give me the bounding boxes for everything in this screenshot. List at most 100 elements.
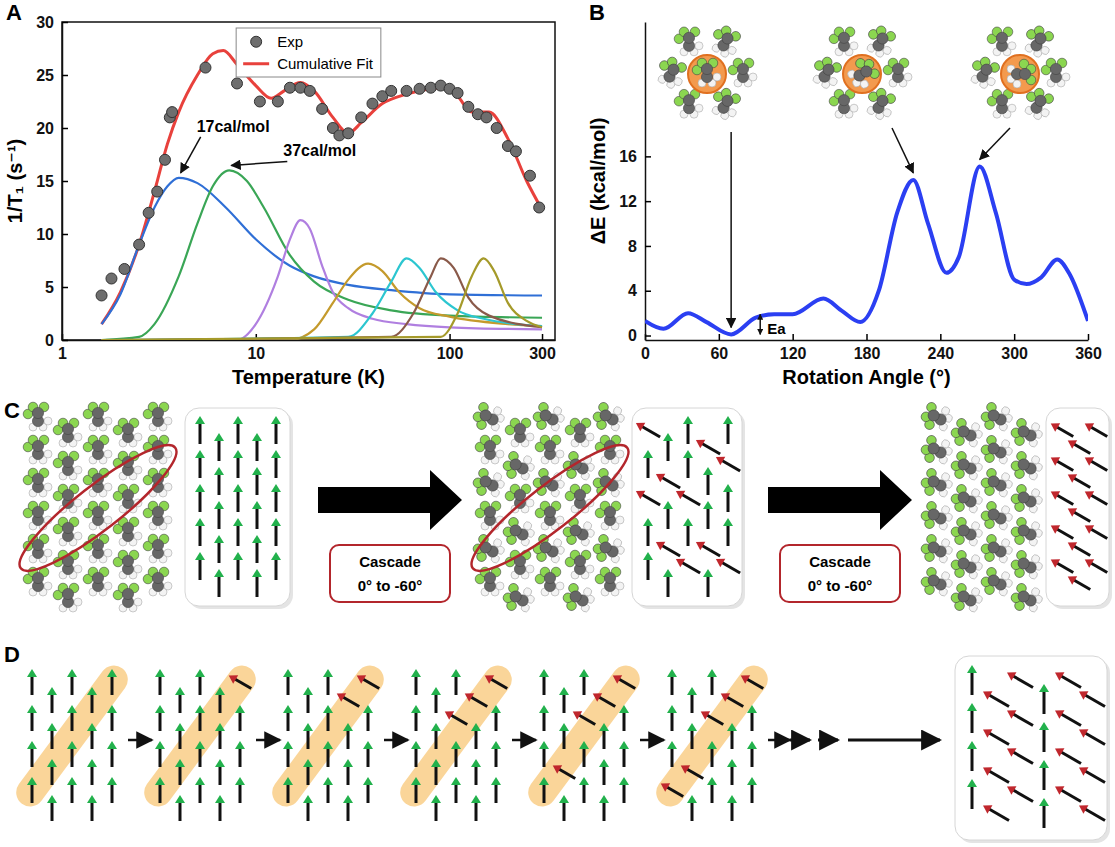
spin-arrow: [663, 433, 673, 461]
spin-head: [107, 669, 117, 677]
spin-head: [698, 707, 710, 720]
axis: 051015202530: [36, 14, 68, 349]
spin-shaft: [343, 697, 359, 707]
spin-arrow: [1082, 419, 1110, 441]
spin-arrow: [678, 761, 706, 783]
tick-mark: [449, 334, 451, 340]
spin-shaft: [239, 712, 242, 731]
spin-shaft: [218, 576, 221, 597]
molecule: [947, 579, 986, 618]
molecule: [917, 398, 956, 437]
tick-mark: [1014, 334, 1016, 340]
spin-arrow: [713, 555, 742, 578]
spin-head: [723, 416, 733, 424]
spin-shaft: [111, 784, 114, 803]
atom: [598, 408, 613, 423]
atom: [574, 555, 585, 566]
spin-arrow: [1077, 687, 1108, 711]
spin-head: [610, 671, 622, 684]
spin-head: [667, 669, 677, 677]
molecule: [143, 402, 172, 431]
molecule: [674, 27, 703, 56]
spin-shaft: [91, 694, 94, 713]
spin-head: [707, 669, 717, 677]
molecule: [728, 58, 757, 87]
spin-arrow: [334, 689, 362, 711]
spin-arrow: [673, 555, 702, 578]
spin-shaft: [1061, 714, 1081, 726]
tick: 8: [628, 238, 651, 255]
spin-head: [579, 777, 589, 785]
spin-arrow: [967, 779, 977, 809]
atom: [104, 582, 112, 590]
atom: [850, 104, 858, 112]
spin-head: [195, 450, 205, 458]
spin-shaft: [111, 676, 114, 695]
molecule: [947, 546, 986, 585]
spin-arrow: [707, 669, 717, 695]
crystal-cluster: [469, 398, 628, 618]
spin-arrow: [707, 741, 717, 767]
spin-arrow: [693, 436, 722, 459]
spin-arrow: [215, 723, 225, 749]
atom: [956, 424, 971, 439]
spin-shaft: [471, 697, 487, 707]
spin-arrow: [703, 569, 713, 597]
spin-arrow: [539, 741, 549, 767]
spin-head: [175, 795, 185, 803]
atom: [586, 565, 594, 573]
spin-arrow: [539, 705, 549, 731]
spin-shaft: [51, 802, 54, 821]
spin-shaft: [495, 748, 498, 767]
spin-head: [323, 741, 333, 749]
atom: [32, 407, 43, 418]
spin-head: [215, 687, 225, 695]
atom: [32, 440, 43, 451]
crystal-cluster: [23, 402, 172, 612]
inset-cluster: [965, 22, 1070, 124]
spin-head: [1048, 521, 1060, 534]
molecule: [589, 530, 628, 569]
data-point: [106, 273, 117, 284]
spin-head: [195, 705, 205, 713]
spin-shaft: [642, 495, 660, 506]
spin-head: [981, 725, 993, 738]
atom: [996, 32, 1007, 43]
spin-arrow: [233, 416, 243, 444]
spin-arrow: [47, 723, 57, 749]
tick-label: 240: [927, 345, 954, 362]
spin-shaft: [687, 423, 690, 444]
spin-head: [462, 689, 474, 702]
atom: [568, 523, 583, 538]
molecule: [83, 402, 112, 431]
spin-shaft: [237, 491, 240, 512]
spin-head: [579, 669, 589, 677]
spin-head: [252, 535, 262, 543]
atom: [1016, 457, 1031, 472]
label-box: [330, 545, 450, 602]
molecule: [589, 398, 628, 437]
atom: [926, 573, 941, 588]
panel-c: CCascade0° to -60°Cascade0° to -60°: [4, 398, 1112, 618]
spin-arrow: [67, 741, 77, 767]
spin-shaft: [1057, 427, 1073, 437]
spin-head: [727, 795, 737, 803]
molecule: [947, 513, 986, 552]
atom: [1016, 556, 1031, 571]
spin-head: [1065, 504, 1077, 517]
spin-arrow: [1053, 744, 1084, 768]
spin-head: [233, 416, 243, 424]
arrow-label: 0° to -60°: [808, 577, 873, 594]
spin-head: [431, 759, 441, 767]
spin-head: [1082, 419, 1094, 432]
spin-shaft: [543, 676, 546, 695]
atom: [556, 450, 564, 458]
spin-shaft: [1043, 805, 1046, 828]
spin-shaft: [111, 712, 114, 731]
spin-arrow: [303, 795, 313, 821]
spin-shaft: [623, 748, 626, 767]
spin-shaft: [543, 712, 546, 731]
molecule: [113, 484, 142, 513]
tick-label: 10: [247, 345, 265, 362]
atom: [164, 582, 172, 590]
